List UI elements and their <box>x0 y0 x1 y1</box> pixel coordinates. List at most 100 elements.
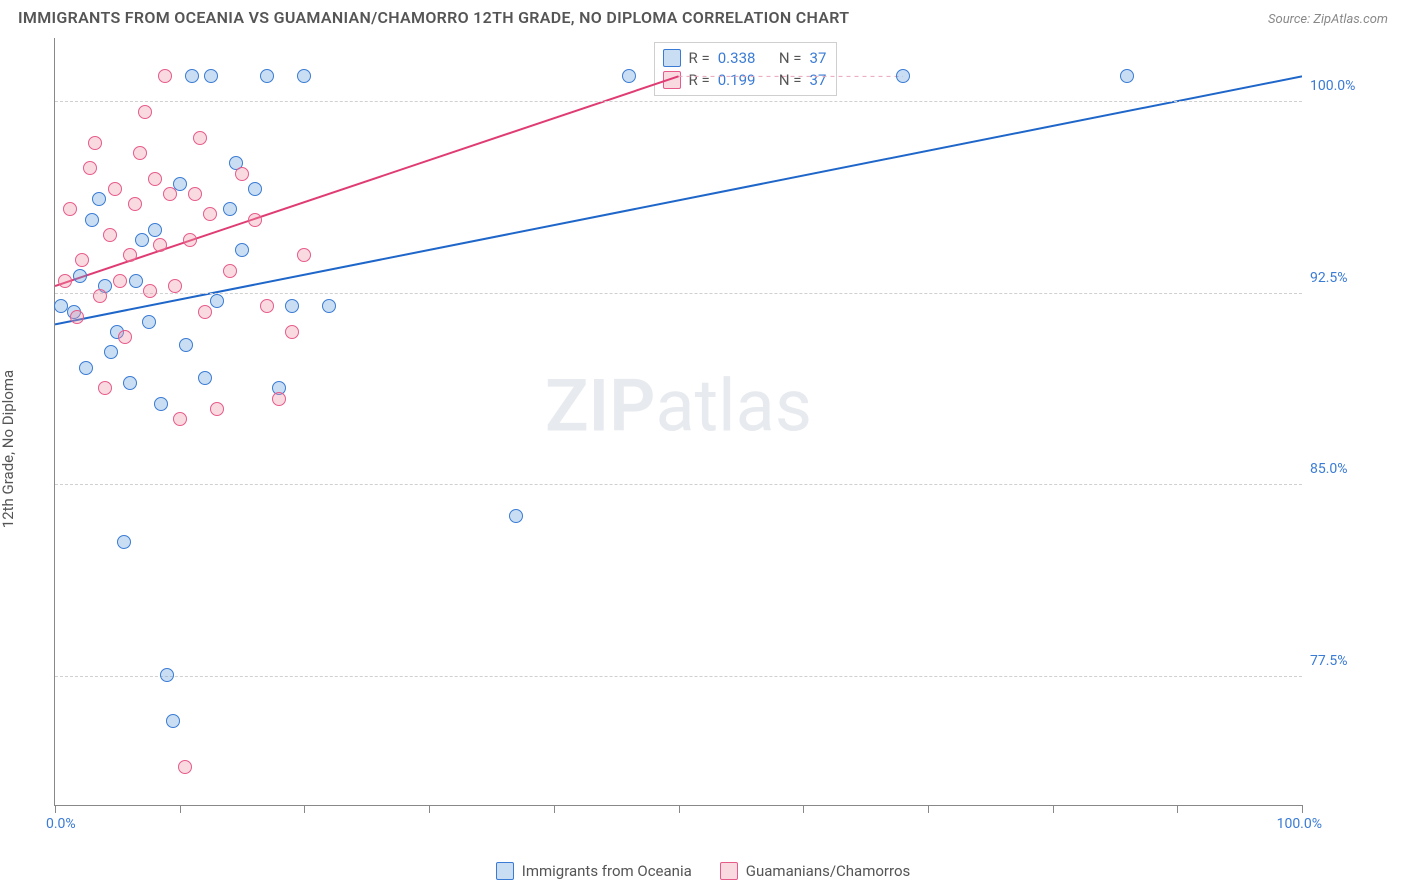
x-tick <box>803 805 804 813</box>
x-tick <box>55 805 56 813</box>
legend-n-1: 37 <box>810 47 827 69</box>
data-point <box>160 668 174 682</box>
data-point <box>210 294 224 308</box>
data-point <box>154 397 168 411</box>
data-point <box>135 233 149 247</box>
data-point <box>210 402 224 416</box>
data-point <box>92 192 106 206</box>
data-point <box>322 299 336 313</box>
data-point <box>163 187 177 201</box>
data-point <box>148 223 162 237</box>
data-point <box>297 248 311 262</box>
data-point <box>204 69 218 83</box>
swatch-blue-icon <box>663 49 681 67</box>
grid-line <box>55 484 1302 485</box>
x-tick <box>429 805 430 813</box>
data-point <box>285 325 299 339</box>
watermark: ZIPatlas <box>545 364 812 449</box>
trend-lines <box>55 38 1302 805</box>
data-point <box>108 182 122 196</box>
data-point <box>104 345 118 359</box>
data-point <box>235 167 249 181</box>
data-point <box>118 330 132 344</box>
x-tick <box>1053 805 1054 813</box>
legend-item-2: Guamanians/Chamorros <box>720 862 910 880</box>
legend-r-prefix-2: R = <box>689 69 710 91</box>
data-point <box>183 233 197 247</box>
y-tick-label: 77.5% <box>1310 653 1380 669</box>
y-tick-label: 85.0% <box>1310 461 1380 477</box>
series-legend: Immigrants from Oceania Guamanians/Chamo… <box>0 862 1406 880</box>
data-point <box>129 274 143 288</box>
data-point <box>58 274 72 288</box>
data-point <box>1120 69 1134 83</box>
x-tick-left: 0.0% <box>46 816 76 832</box>
legend-label-1: Immigrants from Oceania <box>522 862 692 880</box>
data-point <box>198 305 212 319</box>
data-point <box>509 509 523 523</box>
legend-swatch-blue-icon <box>496 862 514 880</box>
x-tick-right: 100.0% <box>1277 816 1322 832</box>
data-point <box>173 412 187 426</box>
y-axis-label: 12th Grade, No Diploma <box>0 370 17 528</box>
data-point <box>248 182 262 196</box>
x-tick <box>304 805 305 813</box>
data-point <box>166 714 180 728</box>
data-point <box>113 274 127 288</box>
data-point <box>223 202 237 216</box>
data-point <box>185 69 199 83</box>
data-point <box>123 376 137 390</box>
data-point <box>223 264 237 278</box>
y-tick-label: 100.0% <box>1310 78 1380 94</box>
grid-line <box>55 101 1302 102</box>
x-tick <box>928 805 929 813</box>
legend-r-1: 0.338 <box>718 47 756 69</box>
swatch-pink-icon <box>663 71 681 89</box>
legend-n-prefix: N = <box>779 47 802 69</box>
data-point <box>248 213 262 227</box>
data-point <box>133 146 147 160</box>
data-point <box>79 361 93 375</box>
data-point <box>896 69 910 83</box>
legend-label-2: Guamanians/Chamorros <box>746 862 910 880</box>
x-tick <box>1302 805 1303 813</box>
data-point <box>128 197 142 211</box>
data-point <box>83 161 97 175</box>
data-point <box>70 310 84 324</box>
x-axis-labels: 0.0% 100.0% <box>54 816 1302 836</box>
legend-row-1: R = 0.338 N = 37 <box>663 47 827 69</box>
watermark-rest: atlas <box>655 364 812 449</box>
data-point <box>73 269 87 283</box>
legend-row-2: R = 0.199 N = 37 <box>663 69 827 91</box>
data-point <box>178 760 192 774</box>
data-point <box>148 172 162 186</box>
data-point <box>260 69 274 83</box>
data-point <box>138 105 152 119</box>
data-point <box>158 69 172 83</box>
chart-area: 12th Grade, No Diploma ZIPatlas R = 0.33… <box>18 38 1388 842</box>
legend-r-2: 0.199 <box>718 69 756 91</box>
legend-n-prefix-2: N = <box>779 69 802 91</box>
data-point <box>117 535 131 549</box>
data-point <box>123 248 137 262</box>
legend-r-prefix: R = <box>689 47 710 69</box>
watermark-bold: ZIP <box>545 364 655 449</box>
data-point <box>198 371 212 385</box>
x-tick <box>679 805 680 813</box>
data-point <box>272 392 286 406</box>
y-tick-label: 92.5% <box>1310 270 1380 286</box>
legend-swatch-pink-icon <box>720 862 738 880</box>
source-label: Source: ZipAtlas.com <box>1268 12 1388 27</box>
grid-line <box>55 293 1302 294</box>
data-point <box>143 284 157 298</box>
data-point <box>168 279 182 293</box>
data-point <box>63 202 77 216</box>
x-tick <box>1177 805 1178 813</box>
data-point <box>93 289 107 303</box>
data-point <box>285 299 299 313</box>
data-point <box>98 381 112 395</box>
data-point <box>622 69 636 83</box>
data-point <box>75 253 89 267</box>
data-point <box>193 131 207 145</box>
data-point <box>203 207 217 221</box>
